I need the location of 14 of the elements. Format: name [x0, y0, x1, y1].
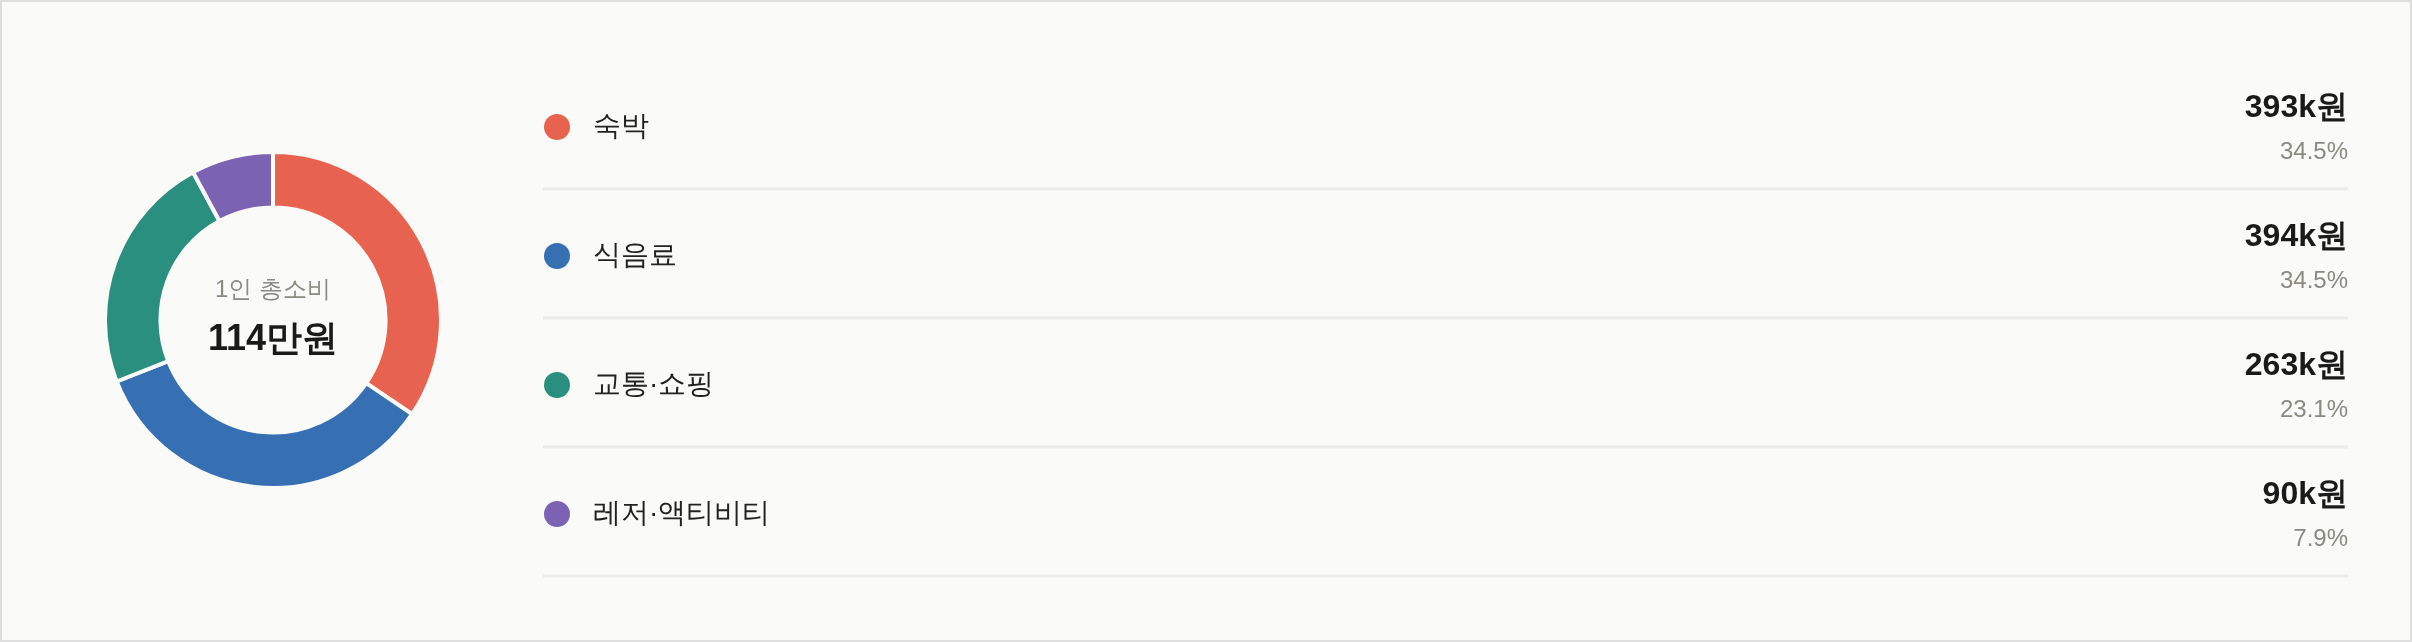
text: 1인 총소비: [214, 274, 332, 302]
data-label: 393k원: [2244, 87, 2348, 124]
legend-label: 레저·액티비티: [593, 496, 771, 528]
data-label: 263k원: [2244, 345, 2348, 382]
text: 114만원: [207, 316, 339, 358]
legend-label: 교통·쇼핑: [593, 367, 715, 399]
data-label: 90k원: [2262, 474, 2348, 511]
legend-label: 식음료: [593, 238, 677, 270]
text: 34.5%: [2279, 136, 2348, 164]
text: 23.1%: [2279, 394, 2348, 422]
data-label: 394k원: [2244, 216, 2348, 253]
text: 34.5%: [2279, 265, 2348, 293]
legend-label: 숙박: [593, 109, 649, 141]
text: 7.9%: [2293, 523, 2348, 551]
